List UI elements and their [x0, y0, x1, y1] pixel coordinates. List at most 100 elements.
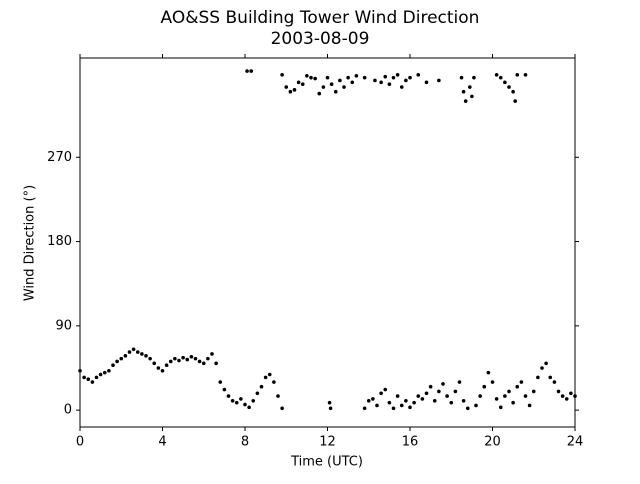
point: [416, 394, 421, 398]
point: [379, 80, 383, 85]
point: [399, 85, 404, 89]
point: [210, 352, 214, 356]
point: [243, 402, 247, 407]
point: [445, 394, 449, 398]
point: [544, 361, 548, 366]
point: [123, 354, 128, 358]
point: [140, 352, 144, 356]
point: [536, 375, 540, 380]
point: [321, 85, 326, 89]
point: [296, 80, 301, 85]
point: [160, 369, 165, 373]
point: [420, 397, 425, 401]
point: [395, 73, 400, 77]
point: [185, 357, 190, 362]
point: [564, 397, 569, 401]
point: [350, 80, 355, 85]
point: [230, 398, 235, 403]
point: [300, 82, 305, 87]
point: [391, 406, 396, 411]
point: [371, 397, 375, 401]
point: [305, 73, 309, 78]
point: [148, 356, 152, 361]
point: [78, 369, 82, 373]
point: [276, 394, 280, 398]
point: [399, 403, 404, 408]
chart-subtitle: 2003-08-09: [271, 29, 370, 49]
x-tick-label: 4: [158, 435, 166, 450]
point: [470, 94, 474, 99]
point: [383, 74, 388, 79]
point: [259, 384, 264, 389]
x-tick-label: 8: [241, 435, 249, 450]
point: [437, 389, 441, 394]
point: [234, 400, 239, 405]
point: [424, 391, 429, 396]
point: [395, 394, 400, 398]
point: [498, 405, 503, 410]
point: [463, 99, 468, 103]
point: [465, 406, 470, 411]
point: [197, 359, 202, 364]
point: [329, 82, 334, 87]
point: [569, 391, 573, 396]
point: [249, 69, 253, 73]
point: [486, 370, 491, 375]
point: [247, 405, 251, 410]
point: [449, 400, 454, 405]
point: [90, 380, 95, 384]
point: [164, 363, 169, 367]
point: [284, 85, 289, 89]
point: [98, 372, 103, 377]
point: [245, 69, 249, 73]
x-tick-label: 16: [402, 435, 419, 450]
point: [383, 387, 388, 392]
point: [201, 361, 206, 366]
point: [333, 89, 338, 94]
point: [412, 400, 416, 405]
point: [272, 380, 276, 384]
x-tick-label: 24: [567, 435, 584, 450]
point: [152, 361, 157, 366]
point: [366, 398, 371, 403]
point: [478, 394, 482, 398]
point: [507, 85, 511, 89]
point: [263, 375, 268, 380]
point: [515, 384, 520, 389]
point: [144, 354, 148, 358]
point: [408, 405, 412, 410]
y-tick-label: 0: [64, 403, 72, 418]
point: [239, 397, 243, 401]
point: [404, 398, 408, 403]
point: [511, 89, 515, 94]
point: [490, 380, 495, 384]
point: [280, 73, 284, 77]
point: [226, 394, 231, 398]
point: [531, 389, 536, 394]
point: [387, 400, 392, 405]
x-axis-label: Time (UTC): [290, 455, 363, 470]
point: [94, 375, 99, 380]
point: [468, 85, 472, 89]
point: [432, 398, 437, 403]
point: [327, 400, 332, 405]
point: [527, 403, 532, 408]
point: [168, 359, 173, 364]
point: [135, 350, 140, 354]
point: [387, 82, 392, 87]
point: [391, 75, 396, 80]
point: [494, 397, 499, 401]
point: [503, 80, 507, 85]
point: [424, 80, 429, 85]
point: [511, 400, 515, 405]
point: [472, 75, 476, 80]
y-tick-label: 270: [47, 150, 72, 165]
point: [317, 91, 322, 96]
x-tick-label: 12: [319, 435, 336, 450]
point: [560, 394, 565, 398]
point: [338, 78, 342, 83]
point: [156, 366, 161, 370]
point: [214, 361, 218, 366]
point: [437, 78, 441, 83]
